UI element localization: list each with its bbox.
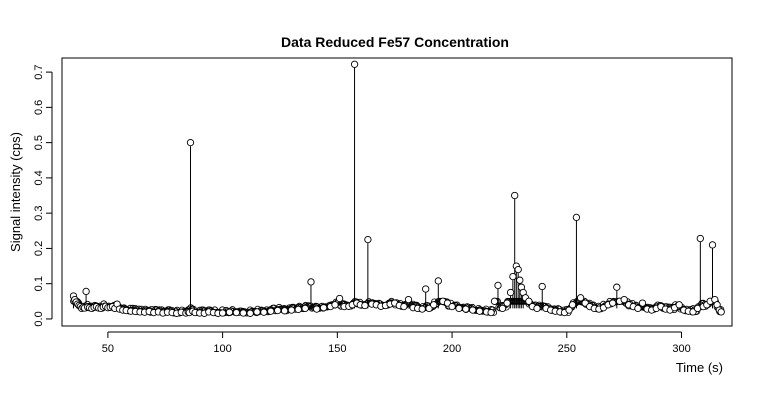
y-tick-label: 0.1 [33, 276, 45, 291]
data-point [361, 301, 369, 310]
y-axis-label: Signal intensity (cps) [8, 132, 23, 252]
data-point [448, 302, 456, 311]
data-point [613, 283, 621, 291]
data-point [218, 309, 227, 317]
y-tick-label: 0.4 [33, 170, 45, 185]
y-tick-label: 0.7 [33, 64, 45, 79]
data-point [696, 234, 704, 243]
data-point [335, 294, 344, 303]
data-point [469, 306, 477, 314]
spike-lines [72, 67, 713, 309]
data-point [620, 295, 628, 304]
data-point [498, 304, 507, 313]
data-point [462, 305, 470, 313]
data-point [475, 307, 484, 315]
data-points [69, 60, 725, 317]
x-tick-label: 300 [672, 343, 690, 355]
data-point [239, 309, 247, 317]
data-point [487, 308, 495, 317]
y-tick-label: 0.3 [33, 206, 45, 221]
data-point [350, 60, 359, 68]
data-point [418, 305, 426, 313]
data-point [609, 299, 617, 307]
data-point [533, 304, 541, 313]
data-point [494, 281, 502, 290]
y-tick-label: 0.5 [33, 135, 45, 150]
x-tick-label: 150 [328, 343, 346, 355]
data-point [331, 301, 339, 309]
data-point [232, 308, 241, 317]
data-point [422, 285, 430, 293]
axes: 50 100 150 200 250 300 0.0 0.1 0.2 0.3 0.4 0.5 0.6 0.… [33, 64, 691, 355]
data-point [260, 308, 268, 316]
data-point [568, 301, 577, 309]
data-point [82, 287, 90, 296]
data-point [516, 276, 524, 284]
data-point [225, 308, 234, 316]
y-tick-label: 0.6 [33, 100, 45, 115]
data-point [514, 265, 522, 274]
data-point [503, 299, 511, 307]
data-point [267, 307, 275, 315]
data-point [525, 297, 533, 305]
data-point [274, 306, 282, 315]
x-tick-label: 50 [102, 343, 114, 355]
data-point [634, 304, 642, 313]
data-point [301, 304, 309, 313]
data-point [565, 306, 573, 314]
plot-frame [61, 57, 733, 327]
data-point [307, 278, 315, 286]
data-point [364, 235, 372, 244]
x-tick-label: 250 [558, 343, 576, 355]
data-point [506, 288, 515, 297]
data-point [675, 301, 683, 309]
data-point [490, 297, 499, 305]
data-point [319, 304, 328, 312]
data-point [280, 307, 289, 315]
y-tick-label: 0.0 [33, 311, 45, 326]
data-point [246, 309, 254, 317]
data-point [294, 305, 302, 314]
data-point [434, 277, 442, 285]
data-point [404, 295, 413, 304]
x-axis-label: Time (s) [676, 360, 723, 375]
data-point [576, 294, 585, 302]
data-point [708, 241, 717, 249]
y-tick-label: 0.2 [33, 241, 45, 256]
data-point [538, 282, 546, 291]
data-point [638, 299, 647, 307]
data-point [572, 213, 581, 222]
data-point [313, 305, 321, 313]
data-point [400, 302, 408, 311]
data-point [455, 304, 463, 313]
data-point [253, 308, 261, 316]
data-point [186, 138, 195, 147]
x-tick-label: 200 [443, 343, 461, 355]
data-point [509, 272, 517, 281]
chart-title: Data Reduced Fe57 Concentration [281, 34, 509, 50]
data-point [511, 191, 519, 200]
data-point [430, 301, 438, 309]
x-tick-label: 100 [213, 343, 231, 355]
data-point [287, 306, 296, 314]
data-point [717, 308, 725, 316]
